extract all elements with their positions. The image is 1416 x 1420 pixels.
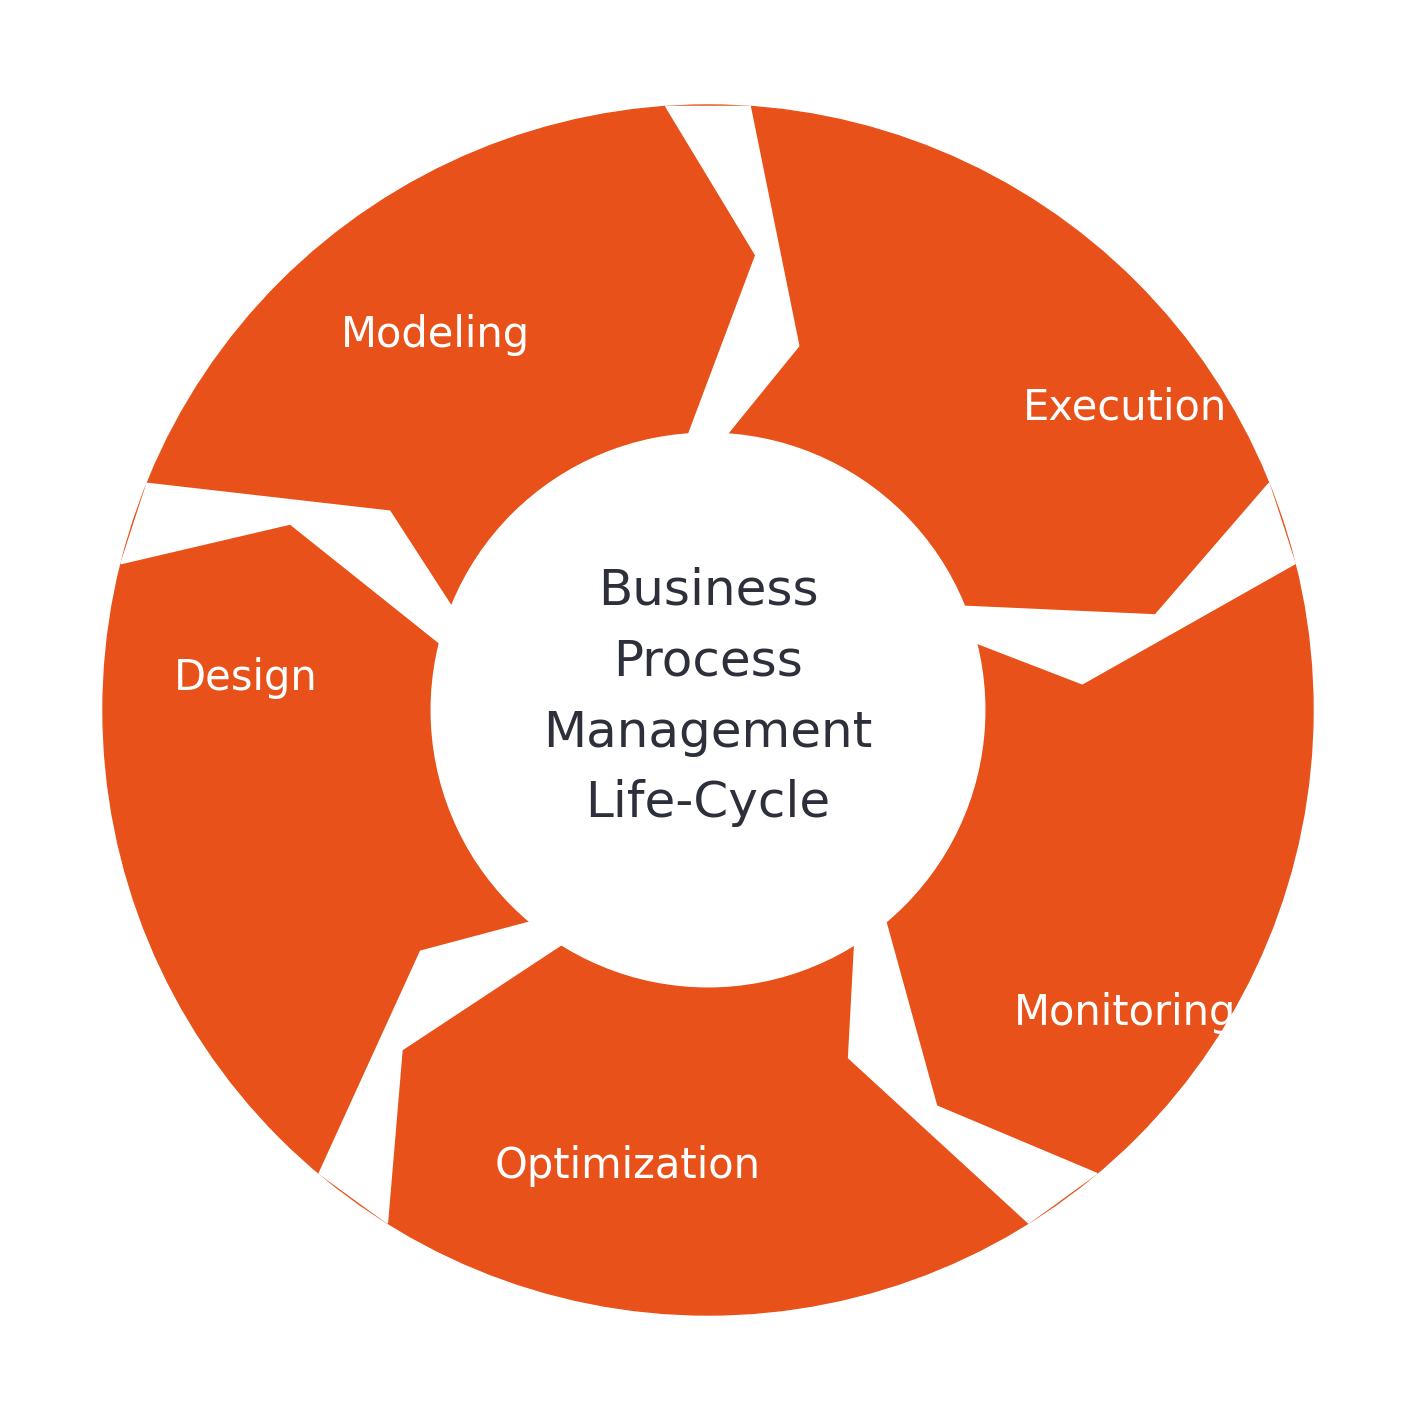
Text: Monitoring: Monitoring <box>1014 991 1236 1034</box>
Text: Design: Design <box>174 656 317 699</box>
Polygon shape <box>964 483 1296 684</box>
Circle shape <box>432 433 984 987</box>
Text: Business
Process
Management
Life-Cycle: Business Process Management Life-Cycle <box>544 567 872 828</box>
Polygon shape <box>319 922 561 1223</box>
Polygon shape <box>666 106 799 435</box>
Text: Execution: Execution <box>1022 386 1226 429</box>
Polygon shape <box>848 922 1097 1223</box>
Circle shape <box>103 105 1313 1315</box>
Polygon shape <box>120 483 452 643</box>
Text: Modeling: Modeling <box>341 314 530 356</box>
Text: Optimization: Optimization <box>494 1146 760 1187</box>
